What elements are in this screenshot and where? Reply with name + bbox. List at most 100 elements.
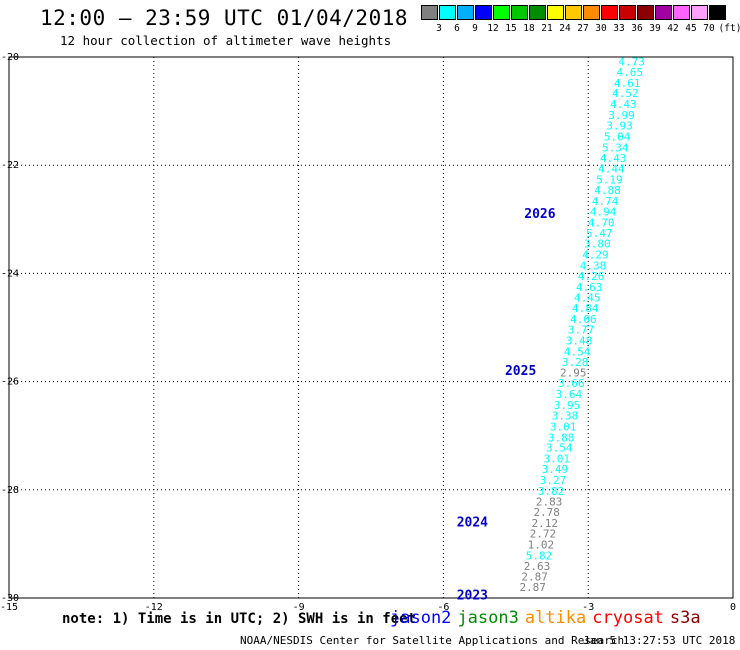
- scale-label: 39: [649, 23, 661, 34]
- scale-label: 42: [667, 23, 679, 34]
- wave-height-value: 1.02: [528, 538, 555, 551]
- generated-timestamp: Jan 5 13:27:53 UTC 2018: [583, 634, 736, 647]
- wave-height-value: 4.74: [592, 195, 619, 208]
- scale-label: 12: [487, 23, 499, 34]
- wave-height-value: 4.70: [588, 217, 615, 230]
- wave-height-value: 3.95: [554, 399, 581, 412]
- wave-height-value: 4.63: [576, 281, 603, 294]
- wave-height-value: 2.87: [519, 581, 546, 594]
- wave-height-value: 3.01: [544, 452, 571, 465]
- wave-height-value: 3.64: [556, 388, 583, 401]
- pass-label: 2024: [457, 515, 488, 530]
- satellite-legend-altika: altika: [524, 608, 587, 628]
- satellite-legend: jason2 jason3 altika cryosat s3a: [390, 608, 707, 628]
- wave-height-value: 4.45: [574, 292, 601, 305]
- x-tick-label: -15: [0, 602, 18, 613]
- wave-height-value: 4.38: [580, 259, 607, 272]
- wave-height-value: 3.27: [540, 474, 567, 487]
- wave-height-value: 3.77: [568, 324, 595, 337]
- y-tick-label: -20: [1, 52, 19, 63]
- scale-swatch: [511, 5, 528, 20]
- scale-unit: (ft): [718, 23, 740, 34]
- scale-swatch: [655, 5, 672, 20]
- scale-label: 33: [613, 23, 625, 34]
- scale-label: 30: [595, 23, 607, 34]
- scale-swatch: [493, 5, 510, 20]
- scale-swatch: [709, 5, 726, 20]
- wave-height-value: 3.48: [566, 334, 593, 347]
- wave-height-value: 2.78: [533, 506, 560, 519]
- wave-height-value: 4.26: [578, 270, 605, 283]
- wave-height-value: 4.61: [614, 77, 641, 90]
- wave-height-value: 4.06: [570, 313, 597, 326]
- pass-label: 2025: [505, 364, 536, 379]
- wave-height-value: 2.63: [524, 560, 551, 573]
- scale-swatch: [583, 5, 600, 20]
- wave-height-value: 3.99: [608, 109, 635, 122]
- wave-height-value: 3.49: [542, 463, 569, 476]
- satellite-legend-s3a: s3a: [669, 608, 701, 628]
- scale-label: 27: [577, 23, 589, 34]
- wave-height-value: 3.93: [606, 120, 633, 133]
- scale-swatch: [601, 5, 618, 20]
- scale-swatch: [619, 5, 636, 20]
- y-tick-label: -26: [1, 377, 19, 388]
- scale-label: 70: [703, 23, 715, 34]
- scale-swatch: [547, 5, 564, 20]
- scale-swatch: [691, 5, 708, 20]
- wave-height-value: 4.94: [590, 206, 617, 219]
- y-tick-label: -30: [1, 593, 19, 604]
- wave-height-value: 3.88: [548, 431, 575, 444]
- wave-height-value: 4.43: [610, 98, 637, 111]
- wave-height-value: 3.38: [552, 410, 579, 423]
- wave-height-value: 4.43: [600, 152, 627, 165]
- wave-height-value: 4.73: [618, 55, 645, 68]
- satellite-legend-jason3: jason3: [457, 608, 519, 628]
- page-subtitle: 12 hour collection of altimeter wave hei…: [60, 33, 392, 48]
- wave-height-value: 4.44: [598, 162, 625, 175]
- scale-swatch: [565, 5, 582, 20]
- x-tick-label: 0: [730, 602, 736, 613]
- wave-height-value: 3.28: [562, 356, 589, 369]
- scale-label: 6: [454, 23, 460, 34]
- satellite-legend-jason2: jason2: [390, 608, 452, 628]
- scale-label: 15: [505, 23, 517, 34]
- scale-label: 21: [541, 23, 553, 34]
- scale-swatch: [421, 5, 438, 20]
- scale-swatch: [637, 5, 654, 20]
- scale-label: 24: [559, 23, 571, 34]
- wave-height-value: 3.82: [538, 485, 565, 498]
- wave-height-value: 4.84: [572, 302, 599, 315]
- scale-label: 9: [472, 23, 478, 34]
- wave-height-value: 5.19: [596, 173, 623, 186]
- credit-line: NOAA/NESDIS Center for Satellite Applica…: [240, 634, 625, 647]
- wave-height-value: 5.47: [586, 227, 613, 240]
- wave-height-value: 2.12: [532, 517, 559, 530]
- wave-height-value: 3.80: [584, 238, 611, 251]
- scale-swatch: [529, 5, 546, 20]
- scale-swatch: [439, 5, 456, 20]
- satellite-legend-cryosat: cryosat: [592, 608, 664, 628]
- wave-height-value: 5.34: [602, 141, 629, 154]
- wave-height-value: 5.04: [604, 131, 631, 144]
- wave-height-value: 5.82: [526, 549, 553, 562]
- wave-height-value: 4.29: [582, 248, 609, 261]
- wave-height-value: 2.95: [560, 366, 587, 379]
- x-tick-label: -9: [293, 602, 305, 613]
- scale-label: 36: [631, 23, 643, 34]
- wave-height-value: 3.54: [546, 442, 573, 455]
- page-title: 12:00 – 23:59 UTC 01/04/2018: [40, 6, 409, 30]
- y-tick-label: -24: [1, 268, 19, 279]
- wave-height-value: 4.65: [616, 66, 643, 79]
- scale-label: 3: [436, 23, 442, 34]
- wave-height-value: 2.87: [521, 570, 548, 583]
- scale-label: 45: [685, 23, 697, 34]
- wave-height-value: 2.83: [536, 496, 563, 509]
- wave-height-value: 4.54: [564, 345, 591, 358]
- scale-swatch: [673, 5, 690, 20]
- x-tick-label: -3: [582, 602, 594, 613]
- y-tick-label: -22: [1, 160, 19, 171]
- y-tick-label: -28: [1, 485, 19, 496]
- scale-swatch: [457, 5, 474, 20]
